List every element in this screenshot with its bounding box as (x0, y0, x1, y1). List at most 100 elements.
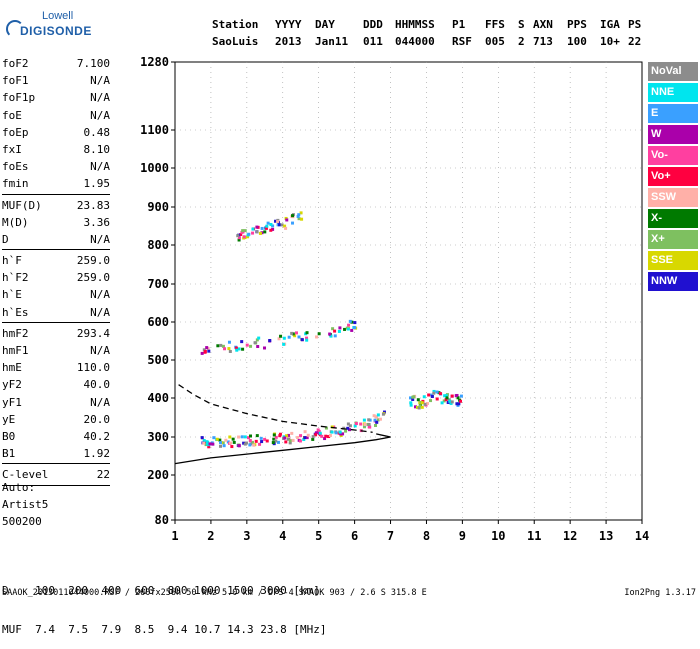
echo-point (353, 321, 357, 325)
echo-point (202, 438, 206, 442)
echo-point (423, 402, 427, 406)
echo-point (243, 442, 247, 446)
header-value-1: 2013 (275, 35, 302, 48)
echo-point (315, 335, 319, 339)
echo-point (230, 445, 234, 449)
echo-point (290, 331, 294, 335)
param-key: fmin (2, 177, 29, 191)
logo-digisonde: DIGISONDE (20, 24, 92, 38)
param-row: MUF(D) 23.83 (2, 197, 110, 214)
y-tick-label: 600 (147, 315, 169, 329)
header-label-3: DDD (363, 18, 383, 31)
param-value: 40.0 (83, 378, 111, 392)
legend-item-nne: NNE (648, 83, 698, 102)
param-key: fxI (2, 142, 22, 156)
parameter-panel: foF2 7.100 foF1 N/A foF1p N/A foE N/A foEp 0.48 fx… (2, 55, 110, 488)
echo-point (350, 328, 354, 332)
echo-point (290, 431, 294, 435)
echo-point (257, 336, 261, 340)
legend-item-w: W (648, 125, 698, 144)
param-row: yF1 N/A (2, 394, 110, 411)
param-value: 8.10 (83, 142, 111, 156)
param-key: D (2, 232, 9, 246)
param-separator (2, 321, 110, 323)
x-tick-label: 14 (635, 529, 649, 543)
echo-point (367, 418, 371, 422)
param-key: C-level (2, 468, 49, 482)
echo-point (246, 235, 250, 239)
echo-point (237, 347, 241, 351)
polarization-legend: NoVal NNE E W Vo- Vo+ SSW X- X+ SSE NNW (648, 62, 698, 293)
param-key: hmF2 (2, 326, 29, 340)
x-tick-label: 9 (459, 529, 466, 543)
echo-point (235, 348, 239, 352)
param-row: hmF1 N/A (2, 342, 110, 359)
y-tick-label: 80 (155, 513, 169, 527)
echo-point (249, 344, 253, 348)
echo-point (242, 441, 246, 445)
echo-point (268, 338, 272, 342)
param-value: N/A (90, 160, 110, 174)
profile-curve-dashed (178, 384, 373, 433)
legend-item-noval: NoVal (648, 62, 698, 81)
echo-point (272, 437, 276, 441)
echo-point (241, 347, 245, 351)
echo-point (382, 410, 386, 414)
muf-label: MUF (2, 623, 22, 636)
echo-point (302, 438, 306, 442)
echo-point (444, 394, 448, 398)
echo-point (259, 436, 263, 440)
param-key: foF1 (2, 74, 29, 88)
echo-point (205, 346, 209, 350)
param-value: 20.0 (83, 412, 111, 426)
header-value-5: RSF (452, 35, 472, 48)
y-tick-label: 1000 (140, 161, 169, 175)
echo-point (227, 347, 231, 351)
param-row: foEs N/A (2, 158, 110, 175)
footer-version: Ion2Png 1.3.17 (624, 588, 696, 598)
param-separator (2, 463, 110, 465)
echo-point (409, 396, 413, 400)
logo-swoosh-icon (6, 20, 24, 38)
header-value-9: 100 (567, 35, 587, 48)
echo-point (216, 344, 220, 348)
echo-point (323, 437, 327, 441)
echo-point (445, 396, 449, 400)
echo-point (346, 327, 350, 331)
echo-point (409, 403, 413, 407)
echo-point (269, 228, 273, 232)
param-value: N/A (90, 74, 110, 88)
echo-point (258, 231, 262, 235)
param-row: fxI 8.10 (2, 141, 110, 158)
param-row: hmE 110.0 (2, 359, 110, 376)
echo-point (221, 344, 225, 348)
echo-point (288, 441, 292, 445)
echo-point (263, 346, 267, 350)
echo-point (271, 441, 275, 445)
y-tick-label: 400 (147, 391, 169, 405)
echo-point (250, 440, 254, 444)
echo-point (305, 336, 309, 340)
echo-point (246, 436, 250, 440)
y-tick-label: 300 (147, 430, 169, 444)
echo-point (353, 424, 357, 428)
echo-point (258, 442, 262, 446)
legend-item-vo-: Vo+ (648, 167, 698, 186)
echo-point (219, 444, 223, 448)
x-tick-label: 8 (423, 529, 430, 543)
header-label-10: IGA (600, 18, 620, 31)
echo-point (296, 214, 300, 218)
echo-point (409, 401, 413, 405)
x-tick-label: 6 (351, 529, 358, 543)
param-key: foF1p (2, 91, 36, 105)
param-value: N/A (90, 288, 110, 302)
param-row: h`F 259.0 (2, 252, 110, 269)
echo-point (263, 230, 267, 234)
echo-point (438, 392, 442, 396)
echo-point (305, 331, 309, 335)
echo-point (277, 337, 281, 341)
echo-point (241, 229, 245, 233)
echo-point (299, 211, 303, 215)
echo-point (450, 400, 454, 404)
echo-point (311, 435, 315, 439)
